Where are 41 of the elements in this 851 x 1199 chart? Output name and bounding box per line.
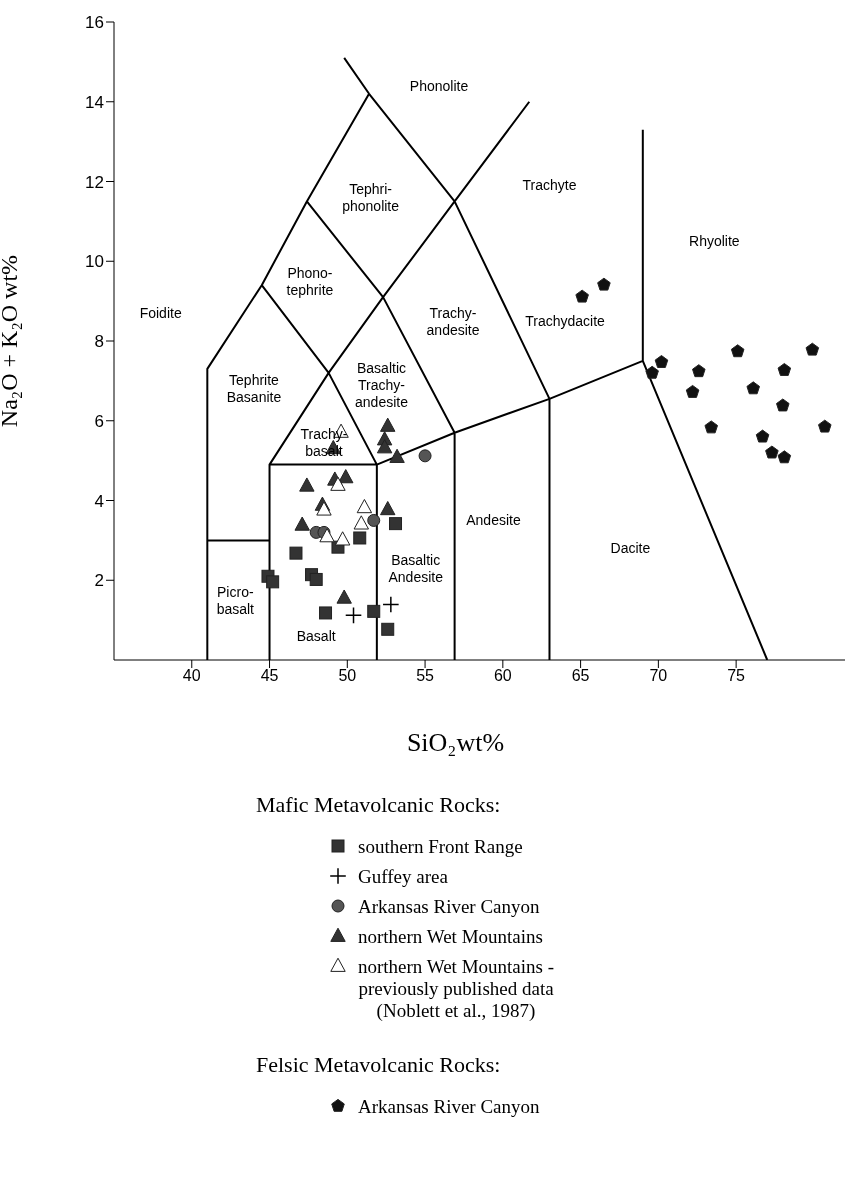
y-axis-title: Na₂O + K₂O wt% [0, 254, 22, 428]
y-tick-label: 10 [85, 252, 104, 272]
y-tick-label: 8 [94, 332, 104, 352]
text: Felsic Metavolcanic Rocks: [256, 1052, 502, 1078]
x-axis-title: SiO₂wt% [405, 728, 506, 758]
legend-label: northern Wet Mountains - previously published data (Noblett et al., 1987) [358, 956, 555, 1022]
legend-label: Arkansas River Canyon [358, 1096, 540, 1118]
x-tick-label: 50 [338, 667, 357, 685]
annotation: Andesite [466, 512, 521, 529]
annotation: Basaltic Andesite [388, 551, 444, 585]
annotation: Picro- basalt [216, 583, 255, 617]
annotation: Basalt [296, 628, 336, 645]
x-tick-label: 75 [727, 667, 746, 685]
annotation: Rhyolite [689, 233, 740, 250]
text: Mafic Metavolcanic Rocks: [256, 792, 502, 818]
annotation: Phonolite [409, 77, 469, 94]
x-tick-label: 60 [493, 667, 512, 685]
x-tick-label: 55 [416, 667, 435, 685]
annotation: Trachydacite [525, 313, 606, 330]
y-tick-label: 4 [94, 491, 104, 511]
legend-label: northern Wet Mountains [358, 926, 543, 948]
legend-label: Arkansas River Canyon [358, 896, 540, 918]
annotation: Basaltic Trachy- andesite [355, 359, 409, 410]
y-tick-label: 12 [85, 172, 104, 192]
annotation: Phono- tephrite [286, 264, 334, 298]
y-tick-label: 2 [94, 571, 104, 591]
annotation: Foidite [139, 305, 182, 322]
legend-label: southern Front Range [358, 836, 523, 858]
x-tick-label: 70 [649, 667, 668, 685]
annotation: Dacite [610, 540, 651, 557]
y-tick-label: 16 [85, 13, 104, 33]
y-tick-label: 14 [85, 92, 104, 112]
x-tick-label: 45 [260, 667, 279, 685]
annotation: Tephrite Basanite [226, 372, 282, 406]
x-tick-label: 65 [571, 667, 590, 685]
x-tick-label: 40 [182, 667, 201, 685]
y-tick-label: 6 [94, 411, 104, 431]
annotation: Trachyte [522, 177, 577, 194]
legend-label: Guffey area [358, 866, 448, 888]
annotation: Trachy- andesite [426, 304, 480, 338]
annotation: Tephri- phonolite [342, 180, 400, 214]
